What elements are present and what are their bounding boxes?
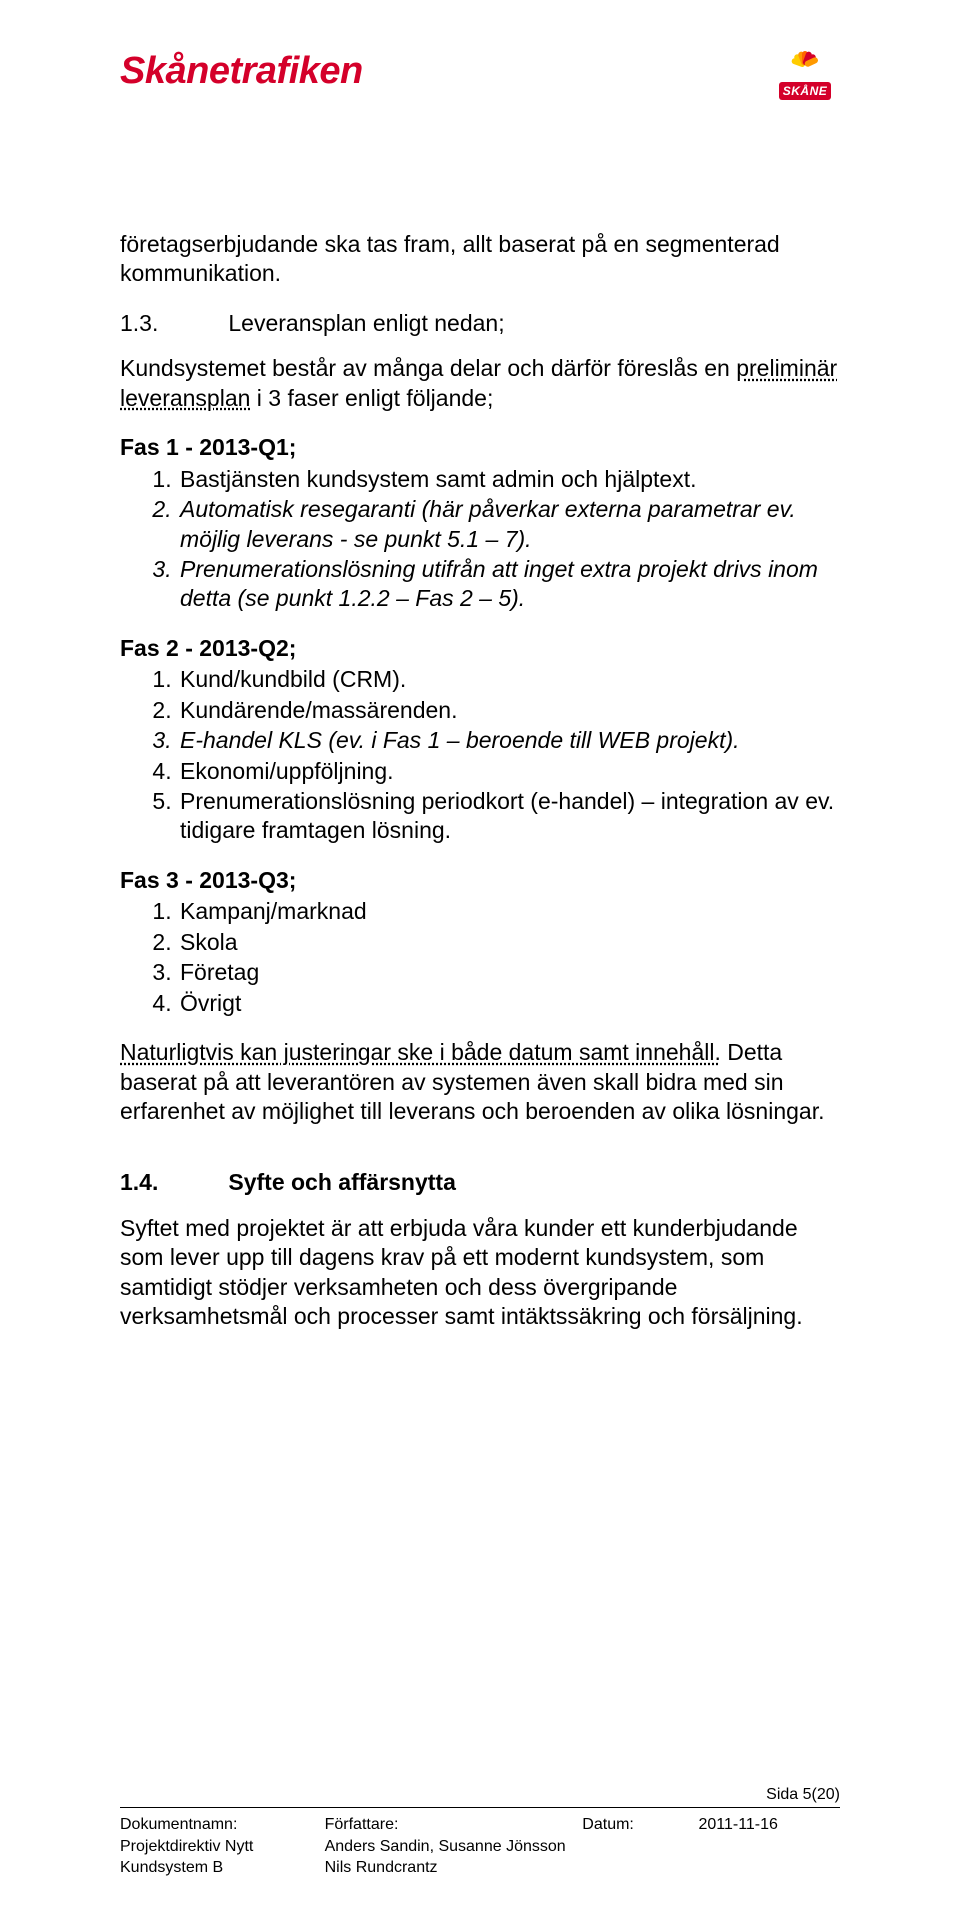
- list-item: Företag: [178, 958, 840, 987]
- list-item: Prenumerationslösning utifrån att inget …: [178, 555, 840, 614]
- page-footer: Sida 5(20) Dokumentnamn: Författare: Dat…: [120, 1784, 840, 1879]
- footer-header-dokumentnamn: Dokumentnamn:: [120, 1814, 315, 1836]
- footer-empty: [698, 1836, 840, 1879]
- footer-divider: [120, 1807, 840, 1808]
- list-item: Bastjänsten kundsystem samt admin och hj…: [178, 465, 840, 494]
- footer-datum-value: 2011-11-16: [698, 1814, 840, 1836]
- section-title: Leveransplan enligt nedan;: [228, 309, 504, 338]
- document-page: Skånetrafiken SKÅNE företagserbjudande s…: [0, 0, 960, 1919]
- skane-badge: SKÅNE: [779, 82, 832, 100]
- footer-header-forfattare: Författare:: [325, 1814, 573, 1836]
- section-1-3-heading: 1.3. Leveransplan enligt nedan;: [120, 309, 840, 338]
- section-title: Syfte och affärsnytta: [228, 1168, 456, 1197]
- section-1-3-preamble: Kundsystemet består av många delar och d…: [120, 354, 840, 413]
- fas1-label: Fas 1 - 2013-Q1;: [120, 433, 840, 462]
- section-number: 1.4.: [120, 1168, 158, 1197]
- section-1-4-heading: 1.4. Syfte och affärsnytta: [120, 1168, 840, 1197]
- list-item: Prenumerationslösning periodkort (e-hand…: [178, 787, 840, 846]
- preamble-text-1: Kundsystemet består av många delar och d…: [120, 355, 736, 381]
- list-item: Automatisk resegaranti (här påverkar ext…: [178, 495, 840, 554]
- list-item: Kund/kundbild (CRM).: [178, 665, 840, 694]
- fas2-list: Kund/kundbild (CRM). Kundärende/massären…: [120, 665, 840, 846]
- footer-forfattare-value: Anders Sandin, Susanne Jönsson Nils Rund…: [325, 1836, 573, 1879]
- fas3-list: Kampanj/marknad Skola Företag Övrigt: [120, 897, 840, 1018]
- header: Skånetrafiken SKÅNE: [120, 50, 840, 120]
- sun-icon: [782, 50, 828, 80]
- section-number: 1.3.: [120, 309, 158, 338]
- list-item: Kampanj/marknad: [178, 897, 840, 926]
- fas2-label: Fas 2 - 2013-Q2;: [120, 634, 840, 663]
- skanetrafiken-logo: Skånetrafiken: [120, 50, 363, 93]
- footer-dokumentnamn-value: Projektdirektiv Nytt Kundsystem B: [120, 1836, 315, 1879]
- closing-note: Naturligtvis kan justeringar ske i både …: [120, 1038, 840, 1126]
- list-item: Övrigt: [178, 989, 840, 1018]
- footer-table: Dokumentnamn: Författare: Datum: 2011-11…: [120, 1814, 840, 1879]
- closing-underlined: Naturligtvis kan justeringar ske i både …: [120, 1039, 721, 1065]
- list-item: Kundärende/massärenden.: [178, 696, 840, 725]
- list-item: Ekonomi/uppföljning.: [178, 757, 840, 786]
- document-body: företagserbjudande ska tas fram, allt ba…: [120, 230, 840, 1332]
- page-number: Sida 5(20): [120, 1784, 840, 1806]
- region-skane-logo: SKÅNE: [770, 50, 840, 120]
- footer-empty: [582, 1836, 688, 1879]
- section-1-4-body: Syftet med projektet är att erbjuda våra…: [120, 1214, 840, 1332]
- list-item: Skola: [178, 928, 840, 957]
- intro-paragraph: företagserbjudande ska tas fram, allt ba…: [120, 230, 840, 289]
- footer-header-datum: Datum:: [582, 1814, 688, 1836]
- list-item: E-handel KLS (ev. i Fas 1 – beroende til…: [178, 726, 840, 755]
- preamble-text-2: i 3 faser enligt följande;: [250, 385, 493, 411]
- fas3-label: Fas 3 - 2013-Q3;: [120, 866, 840, 895]
- fas1-list: Bastjänsten kundsystem samt admin och hj…: [120, 465, 840, 614]
